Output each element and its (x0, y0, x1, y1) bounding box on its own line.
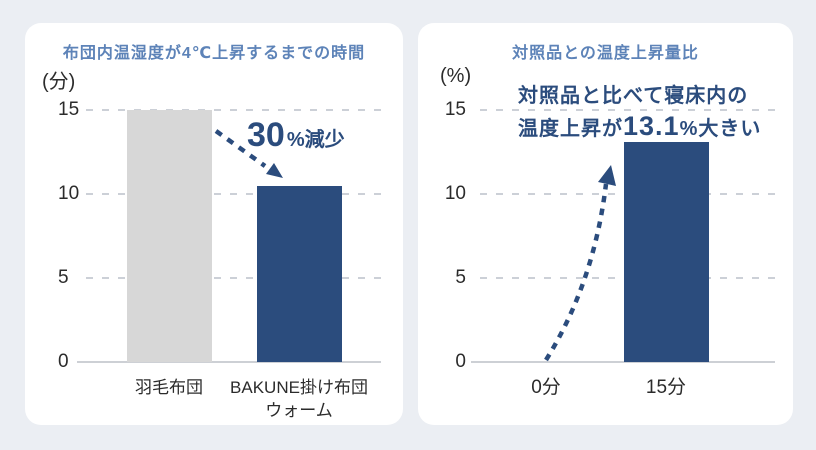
gridline (77, 193, 381, 195)
gridline (471, 193, 775, 195)
arrow-down-right-icon (214, 129, 283, 178)
gridline (77, 277, 381, 279)
chart-card-futon-time: 布団内温湿度が4℃上昇するまでの時間 (分) 0 5 10 15 羽毛布団 BAKUNE掛… (25, 23, 403, 425)
y-tick-label: 10 (58, 183, 80, 204)
x-axis-line (471, 361, 775, 363)
gridline (471, 109, 775, 111)
y-tick-label: 15 (444, 99, 466, 120)
comparison-annotation-line1: 対照品と比べて寝床内の (518, 85, 749, 107)
y-axis-unit-label: (%) (440, 65, 472, 87)
comparison-annotation-line2: 温度上昇が13.1%大きい (518, 111, 762, 141)
decrease-suffix: %減少 (286, 129, 345, 151)
y-tick-label: 5 (58, 267, 69, 288)
x-category-label: BAKUNE掛け布団 ウォーム (230, 378, 368, 420)
gridline (471, 277, 775, 279)
comparison-annotation: 対照品と比べて寝床内の 温度上昇が13.1%大きい (518, 81, 761, 144)
decrease-annotation: 30 %減少 (247, 115, 345, 155)
comparison-value: 13.1 (623, 111, 680, 141)
chart-bar (256, 185, 342, 362)
chart-title: 対照品との温度上昇量比 (512, 45, 699, 62)
plot-area: 0 5 10 15 0分 15分 (445, 99, 775, 398)
x-axis-line (77, 361, 381, 363)
gridline (77, 109, 381, 111)
x-category-label: 羽毛布団 (135, 378, 203, 397)
x-category-label: 0分 (531, 377, 561, 398)
y-tick-label: 0 (455, 351, 466, 372)
chart-card-temp-rise: 対照品との温度上昇量比 (%) 0 5 10 15 0分 15分 対照品と比べて寝床内の … (418, 23, 793, 425)
arrow-up-icon (544, 165, 616, 362)
y-tick-label: 5 (455, 267, 466, 288)
chart-bar (126, 110, 212, 362)
chart-title: 布団内温湿度が4℃上昇するまでの時間 (62, 45, 366, 62)
chart-bar (623, 141, 709, 362)
x-category-label: 15分 (645, 377, 687, 398)
y-tick-label: 10 (444, 183, 466, 204)
y-tick-label: 0 (58, 351, 69, 372)
y-tick-label: 15 (58, 99, 80, 120)
plot-area: 0 5 10 15 羽毛布団 BAKUNE掛け布団 ウォーム (58, 99, 381, 420)
decrease-value: 30 (247, 116, 285, 154)
y-axis-unit-label: (分) (42, 71, 76, 93)
